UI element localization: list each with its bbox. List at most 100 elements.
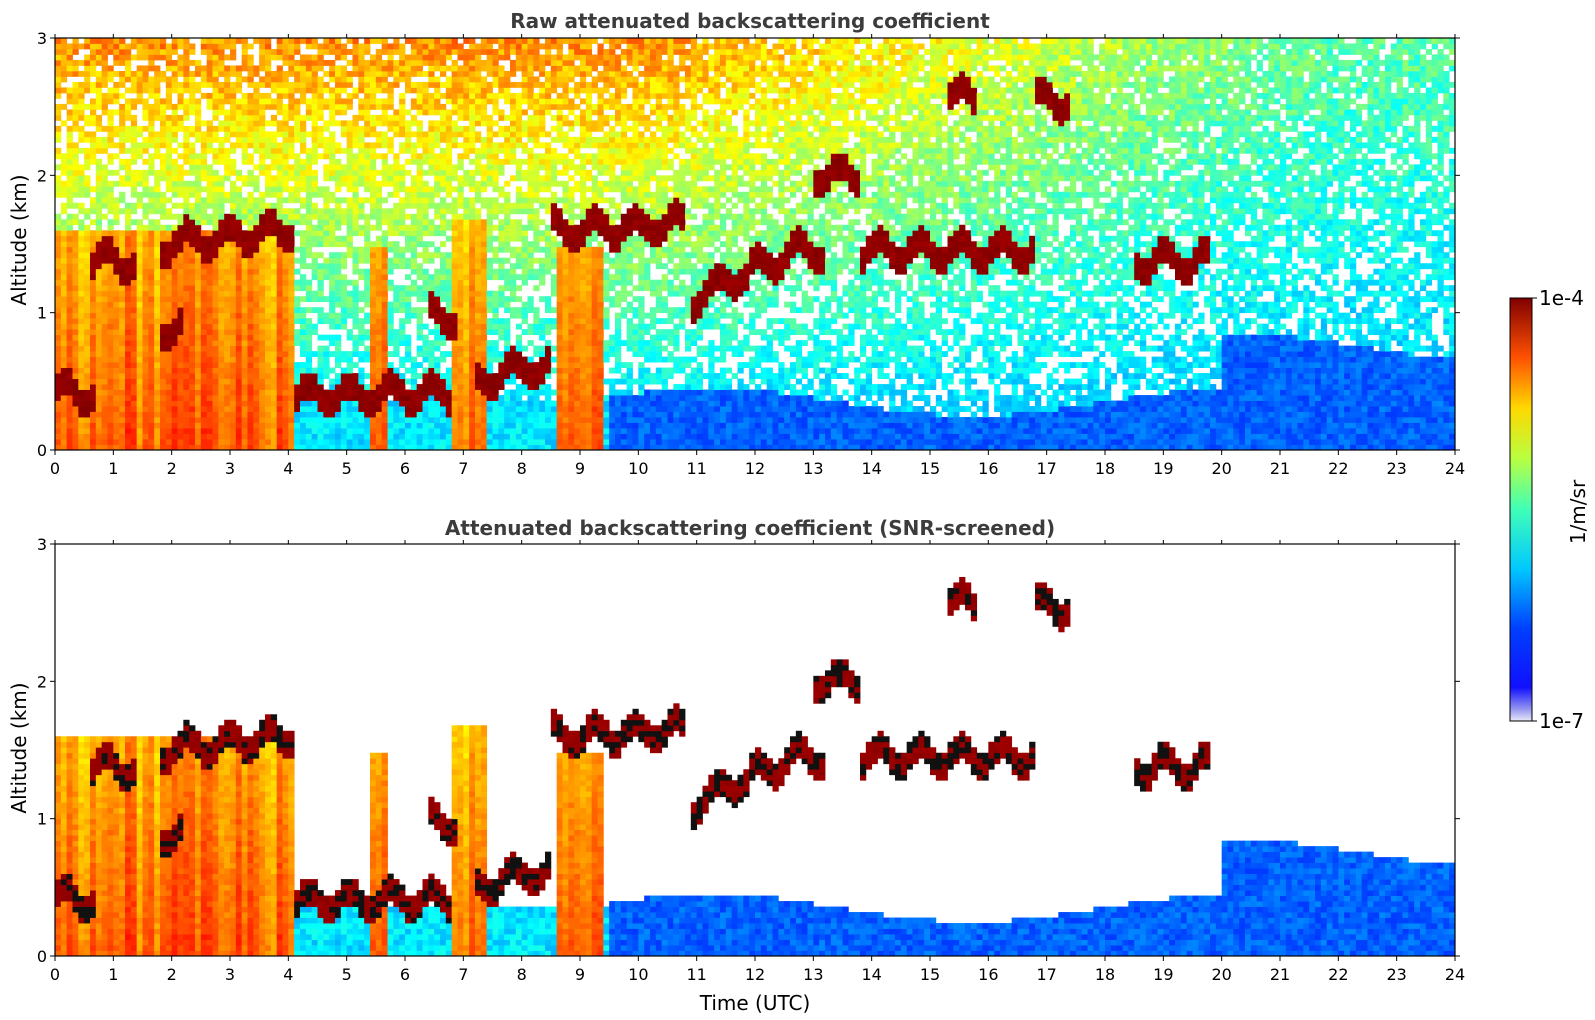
heatmap-cell xyxy=(463,301,470,308)
heatmap-cell xyxy=(189,224,196,231)
heatmap-cell xyxy=(358,406,365,412)
heatmap-cell xyxy=(405,246,412,253)
heatmap-cell xyxy=(101,367,108,374)
heatmap-cell xyxy=(130,43,138,50)
heatmap-cell xyxy=(364,147,371,154)
heatmap-cell xyxy=(107,219,114,226)
heatmap-cell xyxy=(78,230,85,237)
heatmap-cell xyxy=(428,340,435,347)
heatmap-cell xyxy=(113,54,120,61)
heatmap-cell xyxy=(241,400,248,407)
heatmap-cell xyxy=(224,92,231,99)
heatmap-cell xyxy=(253,290,260,297)
heatmap-cell xyxy=(364,48,371,55)
heatmap-cell xyxy=(195,274,202,281)
heatmap-cell xyxy=(90,340,97,347)
heatmap-cell xyxy=(457,433,464,440)
heatmap-cell xyxy=(335,180,342,187)
heatmap-cell xyxy=(440,186,447,193)
heatmap-cell xyxy=(480,169,488,176)
heatmap-cell xyxy=(195,208,202,215)
heatmap-cell xyxy=(107,329,114,336)
heatmap-cell xyxy=(463,307,470,314)
heatmap-cell xyxy=(212,109,219,116)
heatmap-cell xyxy=(107,411,114,418)
heatmap-cell xyxy=(416,142,423,149)
heatmap-cell xyxy=(270,208,278,215)
heatmap-cell xyxy=(492,433,499,440)
heatmap-cell xyxy=(480,59,488,66)
heatmap-cell xyxy=(119,92,126,99)
heatmap-cell xyxy=(241,274,248,281)
heatmap-cell xyxy=(434,290,441,297)
heatmap-cell xyxy=(101,142,108,149)
heatmap-cell xyxy=(212,246,219,253)
heatmap-cell xyxy=(241,103,248,110)
heatmap-cell xyxy=(177,362,184,368)
heatmap-cell xyxy=(218,411,225,418)
heatmap-cell xyxy=(78,43,85,50)
heatmap-cell xyxy=(270,153,278,160)
heatmap-cell xyxy=(276,186,283,193)
heatmap-cell xyxy=(282,263,289,270)
heatmap-cell xyxy=(241,136,248,143)
heatmap-cell xyxy=(440,169,447,176)
heatmap-cell xyxy=(265,422,272,429)
heatmap-cell xyxy=(55,92,62,99)
heatmap-cell xyxy=(276,307,283,314)
heatmap-cell xyxy=(119,246,126,253)
heatmap-cell xyxy=(410,428,418,434)
heatmap-cell xyxy=(265,136,272,143)
heatmap-cell xyxy=(498,169,505,176)
heatmap-cell xyxy=(136,252,143,259)
heatmap-cell xyxy=(113,279,120,286)
heatmap-cell xyxy=(101,109,108,116)
heatmap-cell xyxy=(95,439,103,445)
heatmap-cell xyxy=(113,301,120,308)
heatmap-cell xyxy=(154,98,161,105)
heatmap-cell xyxy=(335,334,342,341)
heatmap-cell xyxy=(148,340,155,347)
heatmap-cell xyxy=(317,312,324,319)
heatmap-cell xyxy=(72,125,79,132)
heatmap-cell xyxy=(434,109,441,116)
heatmap-cell xyxy=(60,48,68,55)
heatmap-cell xyxy=(335,274,342,281)
heatmap-cell xyxy=(55,417,62,423)
heatmap-cell xyxy=(265,268,272,275)
heatmap-cell xyxy=(393,345,400,352)
heatmap-cell xyxy=(235,224,243,231)
heatmap-cell xyxy=(130,131,138,138)
heatmap-cell xyxy=(259,241,266,248)
heatmap-cell xyxy=(55,219,62,226)
heatmap-cell xyxy=(55,301,62,308)
heatmap-cell xyxy=(60,439,68,445)
heatmap-cell xyxy=(177,164,184,171)
heatmap-cell xyxy=(72,406,79,412)
heatmap-cell xyxy=(235,263,243,270)
heatmap-cell xyxy=(200,38,208,44)
heatmap-cell xyxy=(241,389,248,396)
heatmap-cell xyxy=(381,444,388,451)
heatmap-cell xyxy=(375,433,383,440)
heatmap-cell xyxy=(253,92,260,99)
heatmap-cell xyxy=(60,389,68,396)
heatmap-cell xyxy=(364,400,371,407)
heatmap-cell xyxy=(422,230,429,237)
heatmap-cell xyxy=(148,290,155,297)
heatmap-cell xyxy=(294,169,301,176)
heatmap-cell xyxy=(78,241,85,248)
heatmap-cell xyxy=(119,38,126,44)
heatmap-cell xyxy=(55,395,62,401)
heatmap-cell xyxy=(375,439,383,445)
heatmap-cell xyxy=(370,131,377,138)
heatmap-cell xyxy=(329,103,336,110)
heatmap-cell xyxy=(66,362,73,368)
heatmap-cell xyxy=(434,81,441,88)
heatmap-cell xyxy=(78,301,85,308)
heatmap-cell xyxy=(90,356,97,363)
heatmap-cell xyxy=(288,54,295,61)
heatmap-cell xyxy=(230,180,237,187)
heatmap-cell xyxy=(381,213,388,220)
heatmap-cell xyxy=(200,202,208,209)
